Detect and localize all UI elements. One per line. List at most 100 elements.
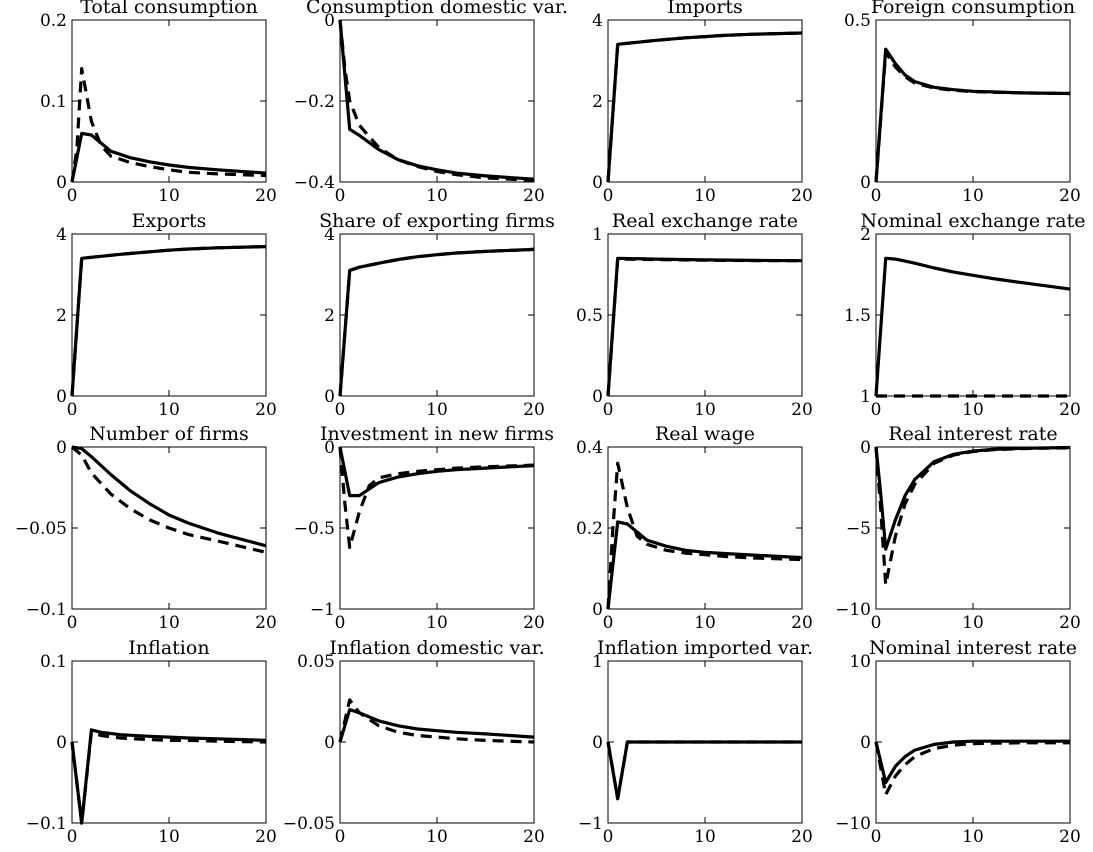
subplot-title: Inflation imported var. <box>597 637 813 659</box>
y-tick-label: 10 <box>849 652 871 672</box>
series-line-dashed <box>874 446 1071 587</box>
x-tick-label: 0 <box>67 186 78 206</box>
y-tick-label: 0 <box>324 11 335 31</box>
y-tick-label: 4 <box>324 225 335 245</box>
axes-frame <box>607 19 803 183</box>
y-tick-label: 0.1 <box>40 652 67 672</box>
series-line-solid <box>70 131 267 183</box>
y-tick-label: −0.1 <box>26 600 67 620</box>
y-tick-label: 0 <box>860 438 871 458</box>
series-line-solid <box>338 19 535 181</box>
subplot-title: Inflation <box>128 637 209 659</box>
x-tick-label: 20 <box>255 186 277 206</box>
subplot: Nominal exchange rate 0 10 20 1 1.5 2 <box>844 210 1086 420</box>
y-tick-label: 4 <box>56 225 67 245</box>
x-tick-label: 20 <box>791 613 813 633</box>
axes-frame <box>339 19 535 183</box>
x-tick-label: 0 <box>871 186 882 206</box>
series-line-dashed <box>70 730 267 825</box>
y-tick-label: 0 <box>56 387 67 407</box>
y-tick-label: 2 <box>324 306 335 326</box>
series-line-dashed <box>874 741 1070 797</box>
x-tick-label: 20 <box>1059 613 1081 633</box>
y-tick-label: 0 <box>324 387 335 407</box>
subplot-title: Real interest rate <box>888 423 1057 445</box>
x-tick-label: 20 <box>1059 400 1081 420</box>
subplot: Consumption domestic var.0 10 20−0.4−0.20 <box>294 0 568 206</box>
series-line-dashed <box>70 245 267 397</box>
subplot: Exports 0 10 20 0 2 4 <box>56 210 277 420</box>
subplot-title: Foreign consumption <box>871 0 1075 18</box>
series-line-dashed <box>606 257 803 397</box>
y-tick-label: 2 <box>56 306 67 326</box>
y-tick-label: 0 <box>860 173 871 193</box>
axes-frame <box>71 19 267 183</box>
series-line-solid <box>874 47 1071 183</box>
x-tick-label: 20 <box>791 400 813 420</box>
x-tick-label: 10 <box>962 613 984 633</box>
series-line-dashed <box>70 67 267 183</box>
x-tick-label: 0 <box>603 613 614 633</box>
y-tick-label: 1.5 <box>844 306 871 326</box>
y-tick-label: −10 <box>835 600 871 620</box>
subplot-title: Share of exporting firms <box>319 210 555 232</box>
axes-frame <box>71 660 267 824</box>
x-tick-label: 20 <box>523 613 545 633</box>
subplot: Imports 0 10 20 0 2 4 <box>592 0 813 206</box>
y-tick-label: −10 <box>835 814 871 834</box>
y-tick-label: −0.05 <box>15 519 67 539</box>
y-tick-label: 0.2 <box>576 519 603 539</box>
subplot: Number of firms 0 10 20 −0.1 −0.05 0 <box>15 423 277 633</box>
x-tick-label: 0 <box>871 613 882 633</box>
x-tick-label: 20 <box>255 827 277 847</box>
subplot-title: Total consumption <box>80 0 258 18</box>
axes-frame <box>71 233 267 397</box>
axes-frame <box>875 19 1071 183</box>
x-tick-label: 10 <box>694 400 716 420</box>
x-tick-label: 0 <box>871 827 882 847</box>
y-tick-label: 0.2 <box>40 11 67 31</box>
y-tick-label: −5 <box>846 519 871 539</box>
series-line-solid <box>338 708 535 743</box>
series-line-solid <box>70 728 267 825</box>
subplot: Share of exporting firms 0 10 20 0 2 4 <box>319 210 555 420</box>
y-tick-label: −1 <box>578 814 603 834</box>
x-tick-label: 10 <box>158 827 180 847</box>
series-line-dashed <box>338 446 535 549</box>
x-tick-label: 10 <box>694 827 716 847</box>
subplot-title: Inflation domestic var. <box>329 637 544 659</box>
series-line-solid <box>338 247 535 397</box>
y-tick-label: 0.05 <box>297 652 335 672</box>
x-tick-label: 10 <box>962 400 984 420</box>
y-tick-label: 0.1 <box>40 92 67 112</box>
x-tick-label: 0 <box>67 400 78 420</box>
x-tick-label: 0 <box>603 400 614 420</box>
series-line-dashed <box>338 247 535 397</box>
subplot: Foreign consumption 0 10 20 0 0.5 <box>844 0 1081 206</box>
x-tick-label: 0 <box>335 400 346 420</box>
subplot: Real exchange rate 0 10 20 0 0.5 1 <box>576 210 813 420</box>
x-tick-label: 10 <box>694 613 716 633</box>
y-tick-label: 0 <box>860 733 871 753</box>
subplot-title: Investment in new firms <box>320 423 554 445</box>
subplot-title: Imports <box>667 0 743 18</box>
subplot-title: Real exchange rate <box>612 210 798 232</box>
subplot: Total consumption 0 10 20 0 0.1 0.2 <box>40 0 277 206</box>
x-tick-label: 20 <box>1059 186 1081 206</box>
subplot-title: Nominal exchange rate <box>861 210 1086 232</box>
y-tick-label: 0 <box>592 173 603 193</box>
subplot: Real wage 0 10 20 0 0.2 0.4 <box>576 423 813 633</box>
axes-frame <box>607 446 803 610</box>
x-tick-label: 10 <box>962 186 984 206</box>
y-tick-label: 0.4 <box>576 438 603 458</box>
x-tick-label: 10 <box>158 613 180 633</box>
y-tick-label: 1 <box>860 387 871 407</box>
x-tick-label: 10 <box>158 186 180 206</box>
y-tick-label: 0 <box>56 173 67 193</box>
series-line-solid <box>874 445 1071 551</box>
x-tick-label: 20 <box>523 400 545 420</box>
y-tick-label: 4 <box>592 11 603 31</box>
